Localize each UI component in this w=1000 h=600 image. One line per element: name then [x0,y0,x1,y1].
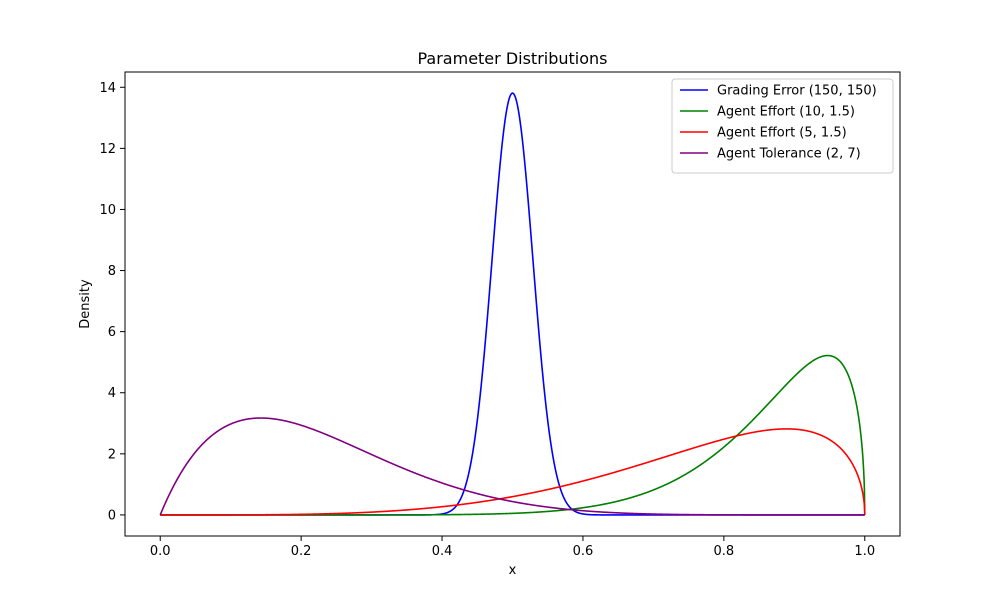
legend-label: Agent Tolerance (2, 7) [717,147,861,162]
plot-frame [124,71,901,537]
y-tick-label: 2 [108,447,116,462]
y-axis-ticks: 0 2 4 6 8 10 12 14 [99,81,125,523]
legend: Grading Error (150, 150) Agent Effort (10… [671,78,894,174]
legend-label: Grading Error (150, 150) [717,84,877,99]
y-tick-label: 14 [99,81,116,96]
x-tick-label: 0.8 [714,544,735,559]
y-tick-label: 4 [108,386,116,401]
y-tick-label: 6 [108,325,116,340]
series-lines [159,92,866,516]
legend-label: Agent Effort (10, 1.5) [717,105,855,120]
x-tick-label: 0.2 [291,544,312,559]
x-axis-ticks: 0.0 0.2 0.4 0.6 0.8 1.0 [150,536,875,559]
legend-box [671,78,894,174]
legend-label: Agent Effort (5, 1.5) [717,126,847,141]
y-tick-label: 10 [99,203,116,218]
y-tick-label: 0 [108,508,116,523]
x-tick-label: 0.6 [573,544,594,559]
x-axis-label: x [509,563,517,578]
x-tick-label: 0.0 [150,544,171,559]
series-line [159,417,866,516]
series-line [159,428,866,516]
x-tick-label: 1.0 [854,544,875,559]
y-tick-label: 8 [108,264,116,279]
y-tick-label: 12 [99,142,116,157]
y-axis-label: Density [78,279,93,329]
x-tick-label: 0.4 [432,544,453,559]
chart-title: Parameter Distributions [417,49,607,68]
